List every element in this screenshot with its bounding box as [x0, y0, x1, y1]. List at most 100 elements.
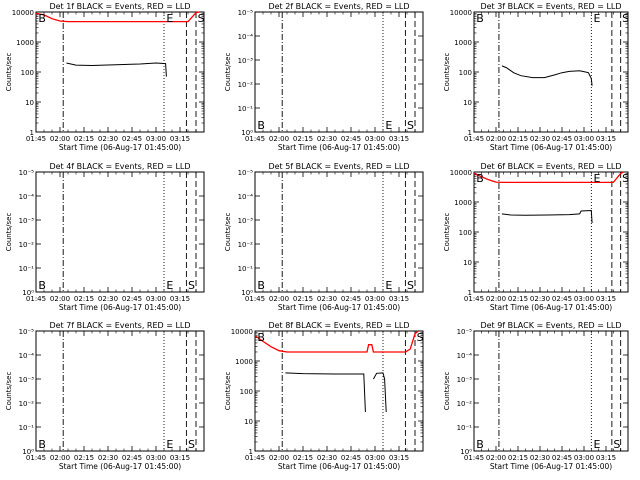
x-tick-label: 02:30	[317, 135, 337, 143]
plot-frame	[254, 330, 424, 452]
annotation-letter-s: S	[198, 12, 205, 25]
y-tick-label: 10⁻³	[238, 217, 254, 225]
y-tick-label: 10⁻⁴	[238, 193, 254, 201]
x-tick-label: 02:00	[50, 454, 70, 462]
lld-series-line	[473, 171, 624, 184]
x-axis-label: Start Time (06-Aug-17 01:45:00)	[278, 462, 400, 471]
y-tick-label: 1	[249, 448, 253, 456]
annotation-letter-s: S	[188, 438, 195, 451]
annotation-letter-b: B	[257, 331, 265, 344]
x-tick-label: 02:30	[530, 454, 550, 462]
chart-panel-3: Det 3f BLACK = Events, RED = LLD 1 10 100 10…	[443, 2, 629, 152]
y-tick-label: 1	[468, 129, 472, 137]
x-tick-label: 02:15	[293, 135, 313, 143]
annotation-letter-s: S	[417, 331, 424, 344]
y-tick-label: 10⁰	[22, 289, 34, 297]
y-tick-label: 10⁻³	[238, 57, 254, 65]
x-tick-label: 02:00	[486, 295, 506, 303]
x-tick-label: 02:15	[293, 295, 313, 303]
chart-panel-8: Det 8f BLACK = Events, RED = LLD 1 10 100 10…	[224, 321, 424, 471]
y-tick-label: 10⁻⁴	[457, 352, 473, 360]
y-tick-label: 10⁻²	[457, 400, 473, 408]
y-tick-label: 10⁻²	[238, 241, 254, 249]
chart-panel-5: Det 5f BLACK = Events, RED = LLD 10⁰ 10⁻¹ 1…	[224, 162, 424, 312]
y-axis-label: Counts/sec	[5, 372, 13, 411]
y-axis-label: Counts/sec	[443, 213, 451, 252]
y-tick-label: 10000	[450, 169, 472, 177]
y-tick-label: 10⁻⁴	[19, 352, 35, 360]
y-tick-label: 10000	[12, 9, 34, 17]
x-tick-label: 01:45	[464, 135, 484, 143]
y-tick-label: 10⁻³	[19, 217, 35, 225]
y-tick-label: 100	[459, 69, 472, 77]
chart-panel-7: Det 7f BLACK = Events, RED = LLD 10⁰ 10⁻¹ 1…	[5, 321, 205, 471]
x-tick-label: 02:30	[317, 454, 337, 462]
x-tick-label: 02:45	[122, 135, 142, 143]
y-tick-label: 10000	[231, 328, 253, 336]
x-tick-label: 03:15	[170, 295, 190, 303]
x-tick-label: 01:45	[464, 454, 484, 462]
annotation-letter-e: E	[594, 172, 601, 185]
y-axis-label: Counts/sec	[224, 53, 232, 92]
y-tick-label: 10⁻⁴	[19, 193, 35, 201]
x-tick-label: 01:45	[245, 295, 265, 303]
x-tick-label: 03:00	[146, 135, 166, 143]
x-tick-label: 03:15	[389, 295, 409, 303]
x-tick-label: 01:45	[26, 454, 46, 462]
x-tick-label: 02:45	[341, 295, 361, 303]
y-tick-label: 1000	[454, 39, 472, 47]
y-tick-label: 10⁻⁵	[19, 328, 35, 336]
x-tick-label: 03:00	[574, 295, 594, 303]
x-tick-label: 03:00	[365, 135, 385, 143]
annotation-letter-s: S	[622, 12, 629, 25]
x-tick-label: 03:15	[596, 295, 616, 303]
y-tick-label: 10000	[450, 9, 472, 17]
y-tick-label: 10⁻⁵	[457, 328, 473, 336]
chart-title: Det 1f BLACK = Events, RED = LLD	[49, 2, 190, 11]
events-series-line	[285, 372, 366, 413]
y-tick-label: 10⁻¹	[19, 424, 35, 432]
chart-title: Det 8f BLACK = Events, RED = LLD	[268, 321, 409, 330]
y-tick-label: 10⁰	[460, 448, 472, 456]
x-tick-label: 02:15	[74, 135, 94, 143]
plot-frame	[473, 330, 629, 452]
annotation-letter-e: E	[166, 12, 173, 25]
x-tick-label: 02:45	[552, 454, 572, 462]
events-series-line	[372, 372, 387, 413]
x-tick-label: 02:45	[341, 454, 361, 462]
y-tick-label: 10⁻²	[19, 241, 35, 249]
annotation-letter-e: E	[594, 12, 601, 25]
plot-frame	[254, 11, 424, 133]
x-tick-label: 02:30	[530, 295, 550, 303]
y-tick-label: 1	[468, 289, 472, 297]
annotation-letter-s: S	[407, 119, 414, 132]
x-tick-label: 02:00	[50, 135, 70, 143]
x-tick-label: 02:00	[50, 295, 70, 303]
x-tick-label: 02:00	[269, 295, 289, 303]
annotation-letter-e: E	[385, 119, 392, 132]
y-tick-label: 10	[463, 259, 472, 267]
plot-frame	[35, 330, 205, 452]
y-tick-label: 10	[463, 99, 472, 107]
y-axis-label: Counts/sec	[443, 372, 451, 411]
x-tick-label: 02:30	[317, 295, 337, 303]
annotation-letter-e: E	[166, 279, 173, 292]
y-tick-label: 10⁰	[241, 129, 253, 137]
chart-panel-6: Det 6f BLACK = Events, RED = LLD 1 10 100 10…	[443, 162, 629, 312]
y-tick-label: 10⁰	[241, 289, 253, 297]
x-tick-label: 03:00	[574, 135, 594, 143]
annotation-letter-s: S	[188, 279, 195, 292]
x-tick-label: 01:45	[464, 295, 484, 303]
x-tick-label: 02:30	[98, 454, 118, 462]
x-tick-label: 03:00	[146, 295, 166, 303]
y-tick-label: 1	[30, 129, 34, 137]
y-axis-label: Counts/sec	[5, 53, 13, 92]
events-series-line	[66, 62, 167, 77]
y-axis-label: Counts/sec	[224, 372, 232, 411]
lld-series-line	[35, 11, 200, 23]
x-tick-label: 02:15	[74, 295, 94, 303]
x-tick-label: 03:00	[365, 454, 385, 462]
x-tick-label: 02:15	[508, 295, 528, 303]
x-tick-label: 02:15	[293, 454, 313, 462]
